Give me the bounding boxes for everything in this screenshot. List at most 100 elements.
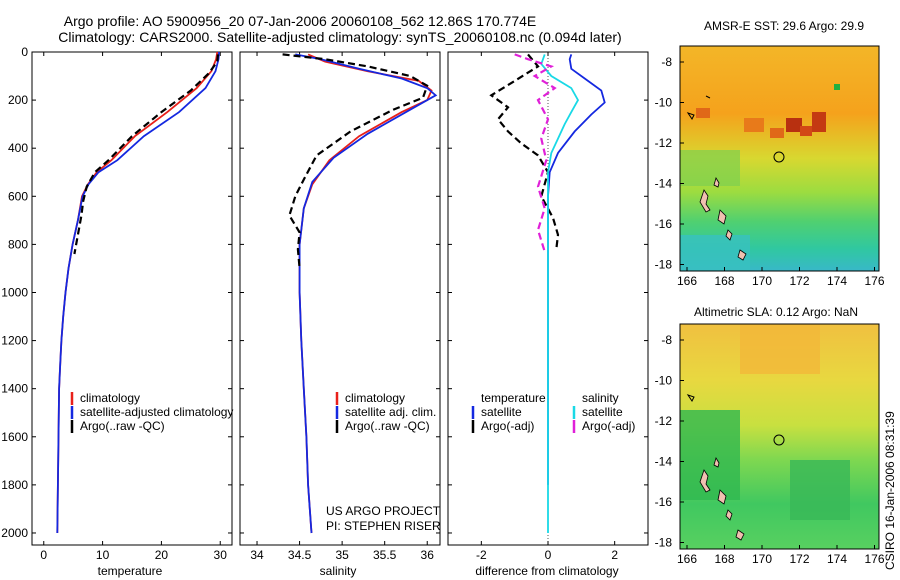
sst-patch	[680, 150, 740, 186]
island	[713, 457, 720, 468]
y-tick-label: 800	[8, 237, 28, 251]
sla-islands	[686, 394, 745, 541]
temperature-ticks: 0 10 20 30 0 200 400 600 800 1000 1200 1400 1600 1800…	[1, 45, 232, 562]
legend-label-sal-argo: Argo(-adj)	[582, 419, 635, 433]
map-x-tick-label: 166	[677, 274, 697, 288]
sla-argo-location-marker	[773, 434, 785, 446]
y-tick-label: 600	[8, 189, 28, 203]
island	[737, 249, 747, 261]
sst-patch	[786, 118, 802, 132]
sst-warm-patches	[680, 84, 840, 271]
island	[705, 95, 711, 99]
temperature-panel: 0 10 20 30 0 200 400 600 800 1000 1200 1400 1600 1800…	[1, 45, 233, 578]
x-tick-label: 34	[250, 548, 264, 562]
series-line-satellite-adjusted-climatology	[56, 51, 220, 534]
y-tick-label: 1000	[1, 285, 28, 299]
map-y-tick-label: -18	[655, 258, 673, 272]
salinity-xlabel: salinity	[320, 564, 357, 578]
legend-label-argo: Argo(..raw -QC)	[345, 419, 430, 433]
pi-annotation: PI: STEPHEN RISER	[326, 519, 441, 533]
temperature-xlabel: temperature	[98, 564, 163, 578]
map-x-tick-label: 176	[864, 552, 884, 566]
legend-header-salinity: salinity	[582, 391, 619, 405]
legend-label-climatology: climatology	[80, 391, 140, 405]
sla-patch	[740, 324, 820, 374]
legend-label-temp-satellite: satellite	[481, 405, 522, 419]
x-tick-label: 0	[40, 548, 47, 562]
island	[717, 489, 727, 505]
map-y-tick-label: -18	[655, 536, 673, 550]
map-y-tick-label: -14	[655, 177, 673, 191]
legend-label-temp-argo: Argo(-adj)	[481, 419, 534, 433]
x-tick-label: 30	[214, 548, 228, 562]
legend-label-argo: Argo(..raw -QC)	[80, 419, 165, 433]
temperature-axes-frame	[31, 51, 233, 546]
sst-map: AMSR-E SST: 29.6 Argo: 29.9 166 168 170 172…	[655, 19, 885, 288]
map-y-tick-label: -10	[655, 96, 673, 110]
salinity-ticks: 34 34.5 35 35.5 36	[240, 51, 440, 562]
temperature-legend: climatology satellite-adjusted climatolo…	[70, 391, 233, 433]
salinity-legend: climatology satellite adj. clim. Argo(..…	[335, 391, 436, 433]
sst-patch	[680, 235, 750, 271]
map-y-tick-label: -8	[661, 333, 672, 347]
legend-label-satellite: satellite adj. clim.	[345, 405, 436, 419]
island	[686, 112, 695, 120]
series-line-argo-raw-qc-	[282, 53, 429, 269]
sst-map-ticks: 166 168 170 172 174 176 -8 -10 -12 -14 -16 -18	[655, 55, 885, 288]
series-line-satellite-adj-clim-	[295, 53, 438, 534]
x-tick-label: 35.5	[373, 548, 397, 562]
y-tick-label: 1800	[1, 478, 28, 492]
y-tick-label: 0	[21, 45, 28, 59]
sla-patch	[790, 460, 850, 520]
sla-map-title: Altimetric SLA: 0.12 Argo: NaN	[694, 305, 858, 319]
map-x-tick-label: 172	[789, 274, 809, 288]
legend-header-temperature: temperature	[481, 391, 546, 405]
temperature-series	[56, 51, 220, 534]
island	[699, 469, 711, 493]
x-tick-label: 34.5	[288, 548, 312, 562]
map-y-tick-label: -12	[655, 136, 673, 150]
x-tick-label: 2	[611, 548, 618, 562]
map-x-tick-label: 172	[789, 552, 809, 566]
legend-label-climatology: climatology	[345, 391, 405, 405]
salinity-series	[282, 53, 438, 534]
y-tick-label: 1600	[1, 430, 28, 444]
series-line-climatology	[298, 53, 433, 534]
x-tick-label: -2	[476, 548, 487, 562]
x-tick-label: 35	[335, 548, 349, 562]
map-y-tick-label: -16	[655, 217, 673, 231]
series-line-climatology	[56, 51, 219, 534]
salinity-panel: 34 34.5 35 35.5 36 salinity climatology sate…	[239, 51, 441, 578]
map-x-tick-label: 168	[714, 274, 734, 288]
map-y-tick-label: -8	[661, 55, 672, 69]
island	[713, 177, 720, 188]
project-annotation: US ARGO PROJECT	[326, 504, 441, 518]
x-tick-label: 10	[96, 548, 110, 562]
map-x-tick-label: 170	[752, 274, 772, 288]
x-tick-label: 20	[155, 548, 169, 562]
sst-argo-location-marker	[773, 151, 785, 163]
legend-label-sal-satellite: satellite	[582, 405, 623, 419]
sla-patches	[680, 324, 850, 520]
y-tick-label: 200	[8, 93, 28, 107]
map-x-tick-label: 174	[827, 552, 847, 566]
x-tick-label: 0	[545, 548, 552, 562]
sst-patch	[834, 84, 840, 90]
map-x-tick-label: 176	[864, 274, 884, 288]
sla-map-frame	[679, 323, 880, 550]
map-y-tick-label: -10	[655, 374, 673, 388]
sla-patch	[680, 410, 740, 500]
difference-legend: temperature salinity satellite Argo(-adj…	[471, 391, 635, 433]
difference-panel: -2 0 2 difference from climatology tempera…	[447, 51, 649, 578]
salinity-axes-frame	[239, 51, 441, 546]
y-tick-label: 2000	[1, 526, 28, 540]
series-line-temperature-argo-adj-	[489, 53, 560, 250]
map-x-tick-label: 166	[677, 552, 697, 566]
island	[717, 209, 727, 225]
difference-xlabel: difference from climatology	[475, 564, 618, 578]
sst-patch	[812, 112, 826, 132]
sst-map-frame	[679, 45, 880, 272]
x-tick-label: 36	[421, 548, 435, 562]
island	[725, 229, 733, 241]
